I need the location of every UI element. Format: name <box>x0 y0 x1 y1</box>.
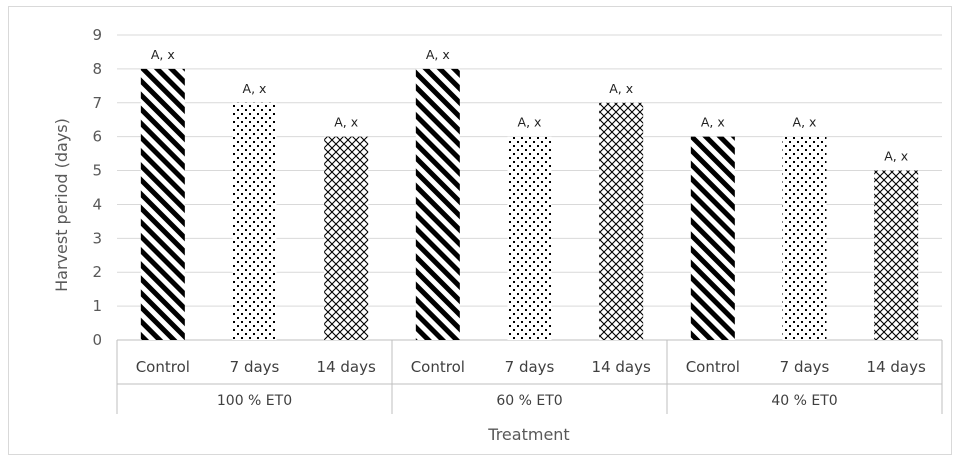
bar <box>140 68 185 340</box>
data-label: A, x <box>884 149 908 164</box>
bar <box>232 102 277 341</box>
y-tick-label: 0 <box>92 331 102 349</box>
data-label: A, x <box>609 81 633 96</box>
category-label: 14 days <box>867 358 926 376</box>
category-label: 14 days <box>317 358 376 376</box>
y-tick-label: 9 <box>92 26 102 44</box>
data-label: A, x <box>243 81 267 96</box>
data-label: A, x <box>518 115 542 130</box>
bar <box>324 136 369 340</box>
data-label: A, x <box>426 47 450 62</box>
y-tick-label: 5 <box>92 162 102 180</box>
y-tick-label: 3 <box>92 229 102 247</box>
y-axis-ticks: 0 1 2 3 4 5 6 7 8 9 <box>92 26 102 349</box>
data-label: A, x <box>793 115 817 130</box>
data-label: A, x <box>151 47 175 62</box>
group-label: 40 % ET0 <box>771 393 837 409</box>
data-label: A, x <box>701 115 725 130</box>
y-tick-label: 1 <box>92 297 102 315</box>
category-label: 7 days <box>780 358 830 376</box>
category-label: Control <box>136 358 190 376</box>
category-label: Control <box>411 358 465 376</box>
bar <box>599 102 644 341</box>
y-tick-label: 8 <box>92 60 102 78</box>
bar <box>782 136 827 340</box>
group-label: 60 % ET0 <box>496 393 562 409</box>
bar <box>415 68 460 340</box>
category-label: Control <box>686 358 740 376</box>
bar <box>690 136 735 340</box>
category-label: 14 days <box>592 358 651 376</box>
data-label: A, x <box>334 115 358 130</box>
category-label: 7 days <box>505 358 555 376</box>
x-axis-title: Treatment <box>487 425 569 444</box>
group-label: 100 % ET0 <box>217 393 292 409</box>
x-axis: Control 7 days 14 days 100 % ET0 Control 7 da… <box>116 340 943 414</box>
data-labels: A, x A, x A, x A, x A, x A, x A, x A, x A, x <box>151 47 908 164</box>
y-tick-label: 6 <box>92 128 102 146</box>
bar <box>874 170 919 340</box>
y-tick-label: 7 <box>92 94 102 112</box>
y-tick-label: 4 <box>92 195 102 213</box>
y-axis-title: Harvest period (days) <box>52 118 71 292</box>
bar <box>507 136 552 340</box>
bars <box>140 68 919 341</box>
y-tick-label: 2 <box>92 263 102 281</box>
category-label: 7 days <box>230 358 280 376</box>
